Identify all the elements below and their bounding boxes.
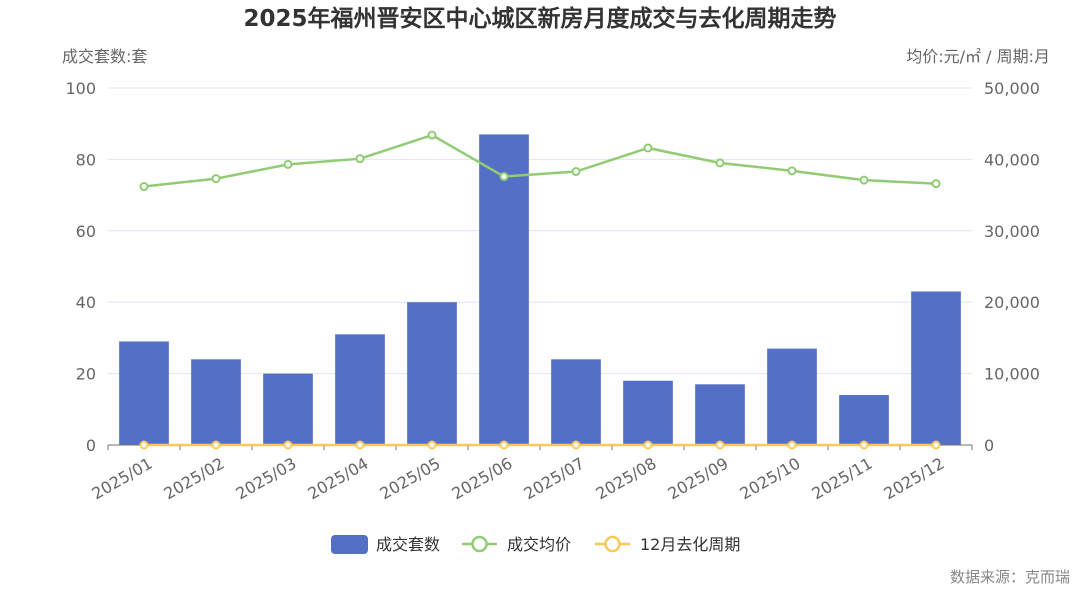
right-tick-label: 40,000: [984, 150, 1040, 169]
x-tick-label: 2025/08: [593, 454, 660, 504]
price-point: [571, 167, 581, 177]
bar: [119, 341, 169, 445]
price-point: [355, 154, 365, 164]
bar: [695, 384, 745, 445]
left-tick-label: 100: [65, 79, 96, 98]
bar: [335, 334, 385, 445]
x-tick-label: 2025/12: [881, 454, 948, 504]
cycle-point: [931, 440, 941, 450]
x-tick-label: 2025/01: [89, 454, 156, 504]
x-tick-label: 2025/06: [449, 454, 516, 504]
line-series: [139, 130, 941, 450]
legend-label: 成交套数: [376, 535, 440, 554]
left-tick-label: 20: [76, 365, 96, 384]
bar: [551, 359, 601, 445]
x-tick-label: 2025/10: [737, 454, 804, 504]
price-point: [931, 179, 941, 189]
legend-swatch-marker: [471, 535, 488, 553]
right-tick-label: 10,000: [984, 365, 1040, 384]
right-tick-label: 50,000: [984, 79, 1040, 98]
left-tick-label: 40: [76, 293, 96, 312]
bar: [263, 373, 313, 445]
bar-series: [119, 134, 961, 445]
source-note: 数据来源：克而瑞: [950, 568, 1070, 586]
bar: [479, 134, 529, 445]
cycle-point: [355, 440, 365, 450]
bar: [839, 395, 889, 445]
price-point: [427, 130, 437, 140]
legend-label: 12月去化周期: [640, 535, 740, 554]
right-tick-label: 0: [984, 436, 994, 455]
price-point: [859, 175, 869, 185]
cycle-point: [787, 440, 797, 450]
x-tick-label: 2025/09: [665, 454, 732, 504]
right-tick-label: 20,000: [984, 293, 1040, 312]
price-point: [499, 172, 509, 182]
legend-swatch-bar: [331, 535, 368, 554]
price-point: [715, 158, 725, 168]
left-tick-label: 0: [86, 436, 96, 455]
cycle-point: [571, 440, 581, 450]
price-point: [211, 174, 221, 184]
legend-label: 成交均价: [507, 535, 571, 554]
legend: 成交套数 成交均价 12月去化周期: [331, 535, 740, 554]
x-tick-label: 2025/07: [521, 454, 588, 504]
x-tick-label: 2025/11: [809, 454, 876, 504]
x-tick-label: 2025/04: [305, 454, 372, 504]
bar: [191, 359, 241, 445]
right-tick-label: 30,000: [984, 222, 1040, 241]
bar: [623, 380, 673, 445]
price-line: [143, 133, 937, 188]
x-tick-label: 2025/03: [233, 454, 300, 504]
left-tick-label: 80: [76, 150, 96, 169]
cycle-point: [643, 440, 653, 450]
cycle-point: [499, 440, 509, 450]
bar: [911, 291, 961, 445]
right-axis-name: 均价:元/㎡ / 周期:月: [906, 47, 1050, 66]
x-tick-label: 2025/05: [377, 454, 444, 504]
chart-title: 2025年福州晋安区中心城区新房月度成交与去化周期走势: [243, 5, 836, 32]
cycle-point: [427, 440, 437, 450]
bar: [407, 302, 457, 445]
left-tick-label: 60: [76, 222, 96, 241]
cycle-point: [715, 440, 725, 450]
bar: [767, 348, 817, 445]
price-point: [787, 166, 797, 176]
price-point: [643, 143, 653, 153]
legend-swatch-marker: [604, 535, 621, 553]
cycle-point: [283, 440, 293, 450]
price-point: [139, 182, 149, 192]
left-axis-name: 成交套数:套: [62, 47, 147, 66]
cycle-point: [859, 440, 869, 450]
price-point: [283, 159, 293, 169]
grid: [108, 87, 972, 375]
cycle-point: [139, 440, 149, 450]
x-tick-label: 2025/02: [161, 454, 228, 504]
cycle-point: [211, 440, 221, 450]
